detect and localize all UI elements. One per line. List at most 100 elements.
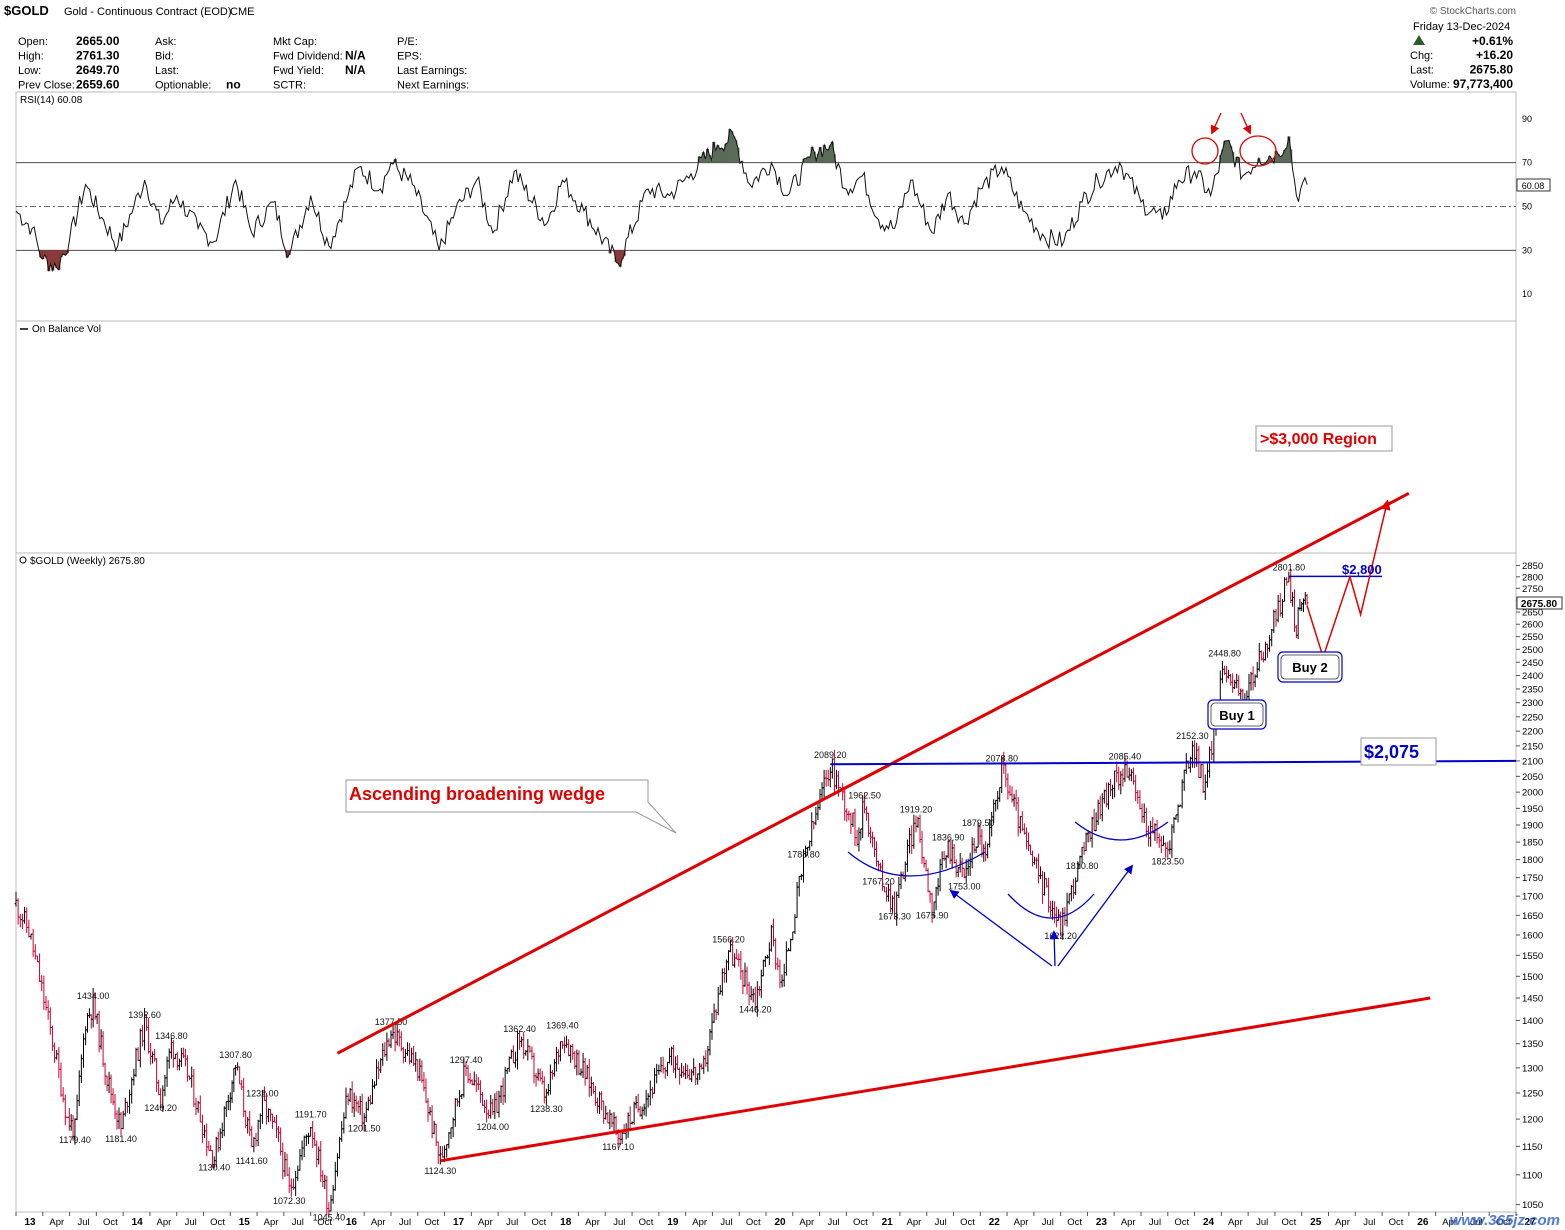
x-tick-label: Jul [935, 1217, 947, 1228]
price-label: 1836.90 [932, 833, 965, 843]
price-label: 1919.20 [900, 805, 933, 815]
rsi-oversold-fill [45, 250, 49, 259]
x-tick-label: 23 [1096, 1217, 1108, 1228]
rsi-overbought-fill [812, 151, 816, 163]
rsi-overbought-fill [832, 154, 836, 163]
rsi-overbought-fill [1278, 156, 1282, 163]
price-label: 1622.20 [1044, 931, 1077, 941]
x-tick-label: 26 [1417, 1217, 1429, 1228]
x-tick-label: 27 [1524, 1217, 1536, 1228]
rsi-overbought-fill [828, 145, 832, 163]
y-tick-label: 2450 [1522, 658, 1543, 669]
x-tick-label: Jul [1042, 1217, 1054, 1228]
price-label: 1240.20 [144, 1103, 177, 1113]
price-label: 1191.70 [295, 1110, 327, 1120]
rsi-oversold-fill [285, 250, 289, 258]
obv-label: On Balance Vol [32, 324, 101, 335]
rsi-tick-label: 30 [1522, 245, 1532, 255]
rsi-oversold-fill [63, 250, 67, 256]
price-label: 2078.80 [985, 753, 1018, 763]
field-value: N/A [345, 63, 366, 77]
x-tick-label: Oct [210, 1217, 225, 1228]
rsi-overbought-fill [810, 146, 814, 163]
x-tick-label: Jul [506, 1217, 518, 1228]
x-tick-label: Apr [1228, 1217, 1243, 1228]
rsi-overbought-fill [734, 140, 738, 163]
price-label: 1204.00 [477, 1122, 510, 1132]
rsi-oversold-fill [53, 250, 57, 264]
price-label: 1167.10 [602, 1142, 634, 1152]
rsi-overbought-fill [728, 129, 732, 163]
x-tick-label: Apr [1121, 1217, 1136, 1228]
y-tick-label: 2250 [1522, 712, 1543, 723]
x-tick-label: Apr [585, 1217, 600, 1228]
price-label: 1675.90 [916, 910, 949, 920]
level-2800-label: $2,800 [1342, 562, 1382, 577]
x-tick-label: Jul [399, 1217, 411, 1228]
x-tick-label: Oct [1389, 1217, 1404, 1228]
field-value: 2675.80 [1470, 63, 1514, 77]
x-tick-label: Jul [1363, 1217, 1375, 1228]
price-y-axis: 1050 1100 1150 1200 1250 1300 1350 1400 1450 1500… [1516, 561, 1543, 1211]
buy1-box [1207, 699, 1267, 730]
x-tick-label: Jul [1470, 1217, 1482, 1228]
y-tick-label: 2750 [1522, 584, 1543, 595]
obv-panel: On Balance Vol [20, 324, 101, 335]
price-label: 1201.50 [348, 1123, 381, 1133]
field-label: Optionable: [155, 80, 211, 92]
rsi-oversold-fill [616, 250, 620, 264]
x-tick-label: 14 [132, 1217, 144, 1228]
rsi-overbought-fill [1285, 147, 1289, 163]
field-value: 2649.70 [76, 63, 120, 77]
price-label: 1879.50 [962, 818, 995, 828]
x-tick-label: 19 [667, 1217, 679, 1228]
price-label: $GOLD (Weekly) 2675.80 [30, 556, 145, 567]
rsi-overbought-fill [1287, 136, 1291, 163]
y-tick-label: 2500 [1522, 645, 1543, 656]
y-tick-label: 1800 [1522, 855, 1543, 866]
rsi-oversold-fill [43, 250, 47, 255]
rsi-oversold-fill [39, 250, 43, 258]
x-tick-label: Oct [1496, 1217, 1511, 1228]
price-label: 1181.40 [105, 1134, 137, 1144]
wedge-label: Ascending broadening wedge [349, 784, 605, 804]
rsi-overbought-fill [830, 141, 834, 163]
rsi-overbought-fill [1257, 158, 1261, 163]
x-tick-label: Jul [185, 1217, 197, 1228]
price-label: 1434.00 [77, 991, 110, 1001]
price-labels: 1179.40 1434.00 1181.40 1392.60 1240.20 1346.… [59, 562, 1305, 1222]
x-tick-label: Apr [692, 1217, 707, 1228]
rsi-overbought-fill [710, 159, 714, 163]
wedge-upper-line [336, 492, 1410, 1055]
field-label: Volume: [1410, 79, 1450, 91]
field-label: Chg: [1410, 50, 1433, 62]
rsi-overbought-fill [718, 149, 722, 163]
exchange: CME [230, 6, 254, 18]
y-tick-label: 2000 [1522, 788, 1543, 799]
field-label: Ask: [155, 36, 176, 48]
quote-date: Friday 13-Dec-2024 [1413, 21, 1510, 33]
rsi-overbought-fill [1221, 149, 1225, 163]
x-tick-label: Oct [103, 1217, 118, 1228]
saucer-arc-2 [1007, 893, 1095, 919]
rsi-overbought-fill [826, 149, 830, 163]
description: Gold - Continuous Contract (EOD) [64, 6, 232, 18]
rsi-tick-label: 10 [1522, 289, 1532, 299]
x-tick-label: Apr [157, 1217, 172, 1228]
y-tick-label: 2600 [1522, 620, 1543, 631]
price-label: 1072.30 [273, 1196, 306, 1206]
price-label: 1446.20 [739, 1005, 772, 1015]
rsi-oversold-fill [61, 250, 65, 254]
up-arrow-icon [1413, 35, 1425, 45]
x-tick-label: Oct [746, 1217, 761, 1228]
x-tick-label: Oct [317, 1217, 332, 1228]
target-label: >$3,000 Region [1260, 431, 1377, 448]
x-tick-label: 24 [1203, 1217, 1215, 1228]
price-bars [14, 568, 1309, 1217]
rsi-overbought-fill [1231, 152, 1235, 163]
change-pct: +0.61% [1472, 34, 1513, 48]
price-label: 1307.80 [219, 1050, 252, 1060]
x-tick-label: Jul [77, 1217, 89, 1228]
rsi-overbought-fill [806, 156, 810, 163]
price-label: 1346.80 [155, 1031, 188, 1041]
